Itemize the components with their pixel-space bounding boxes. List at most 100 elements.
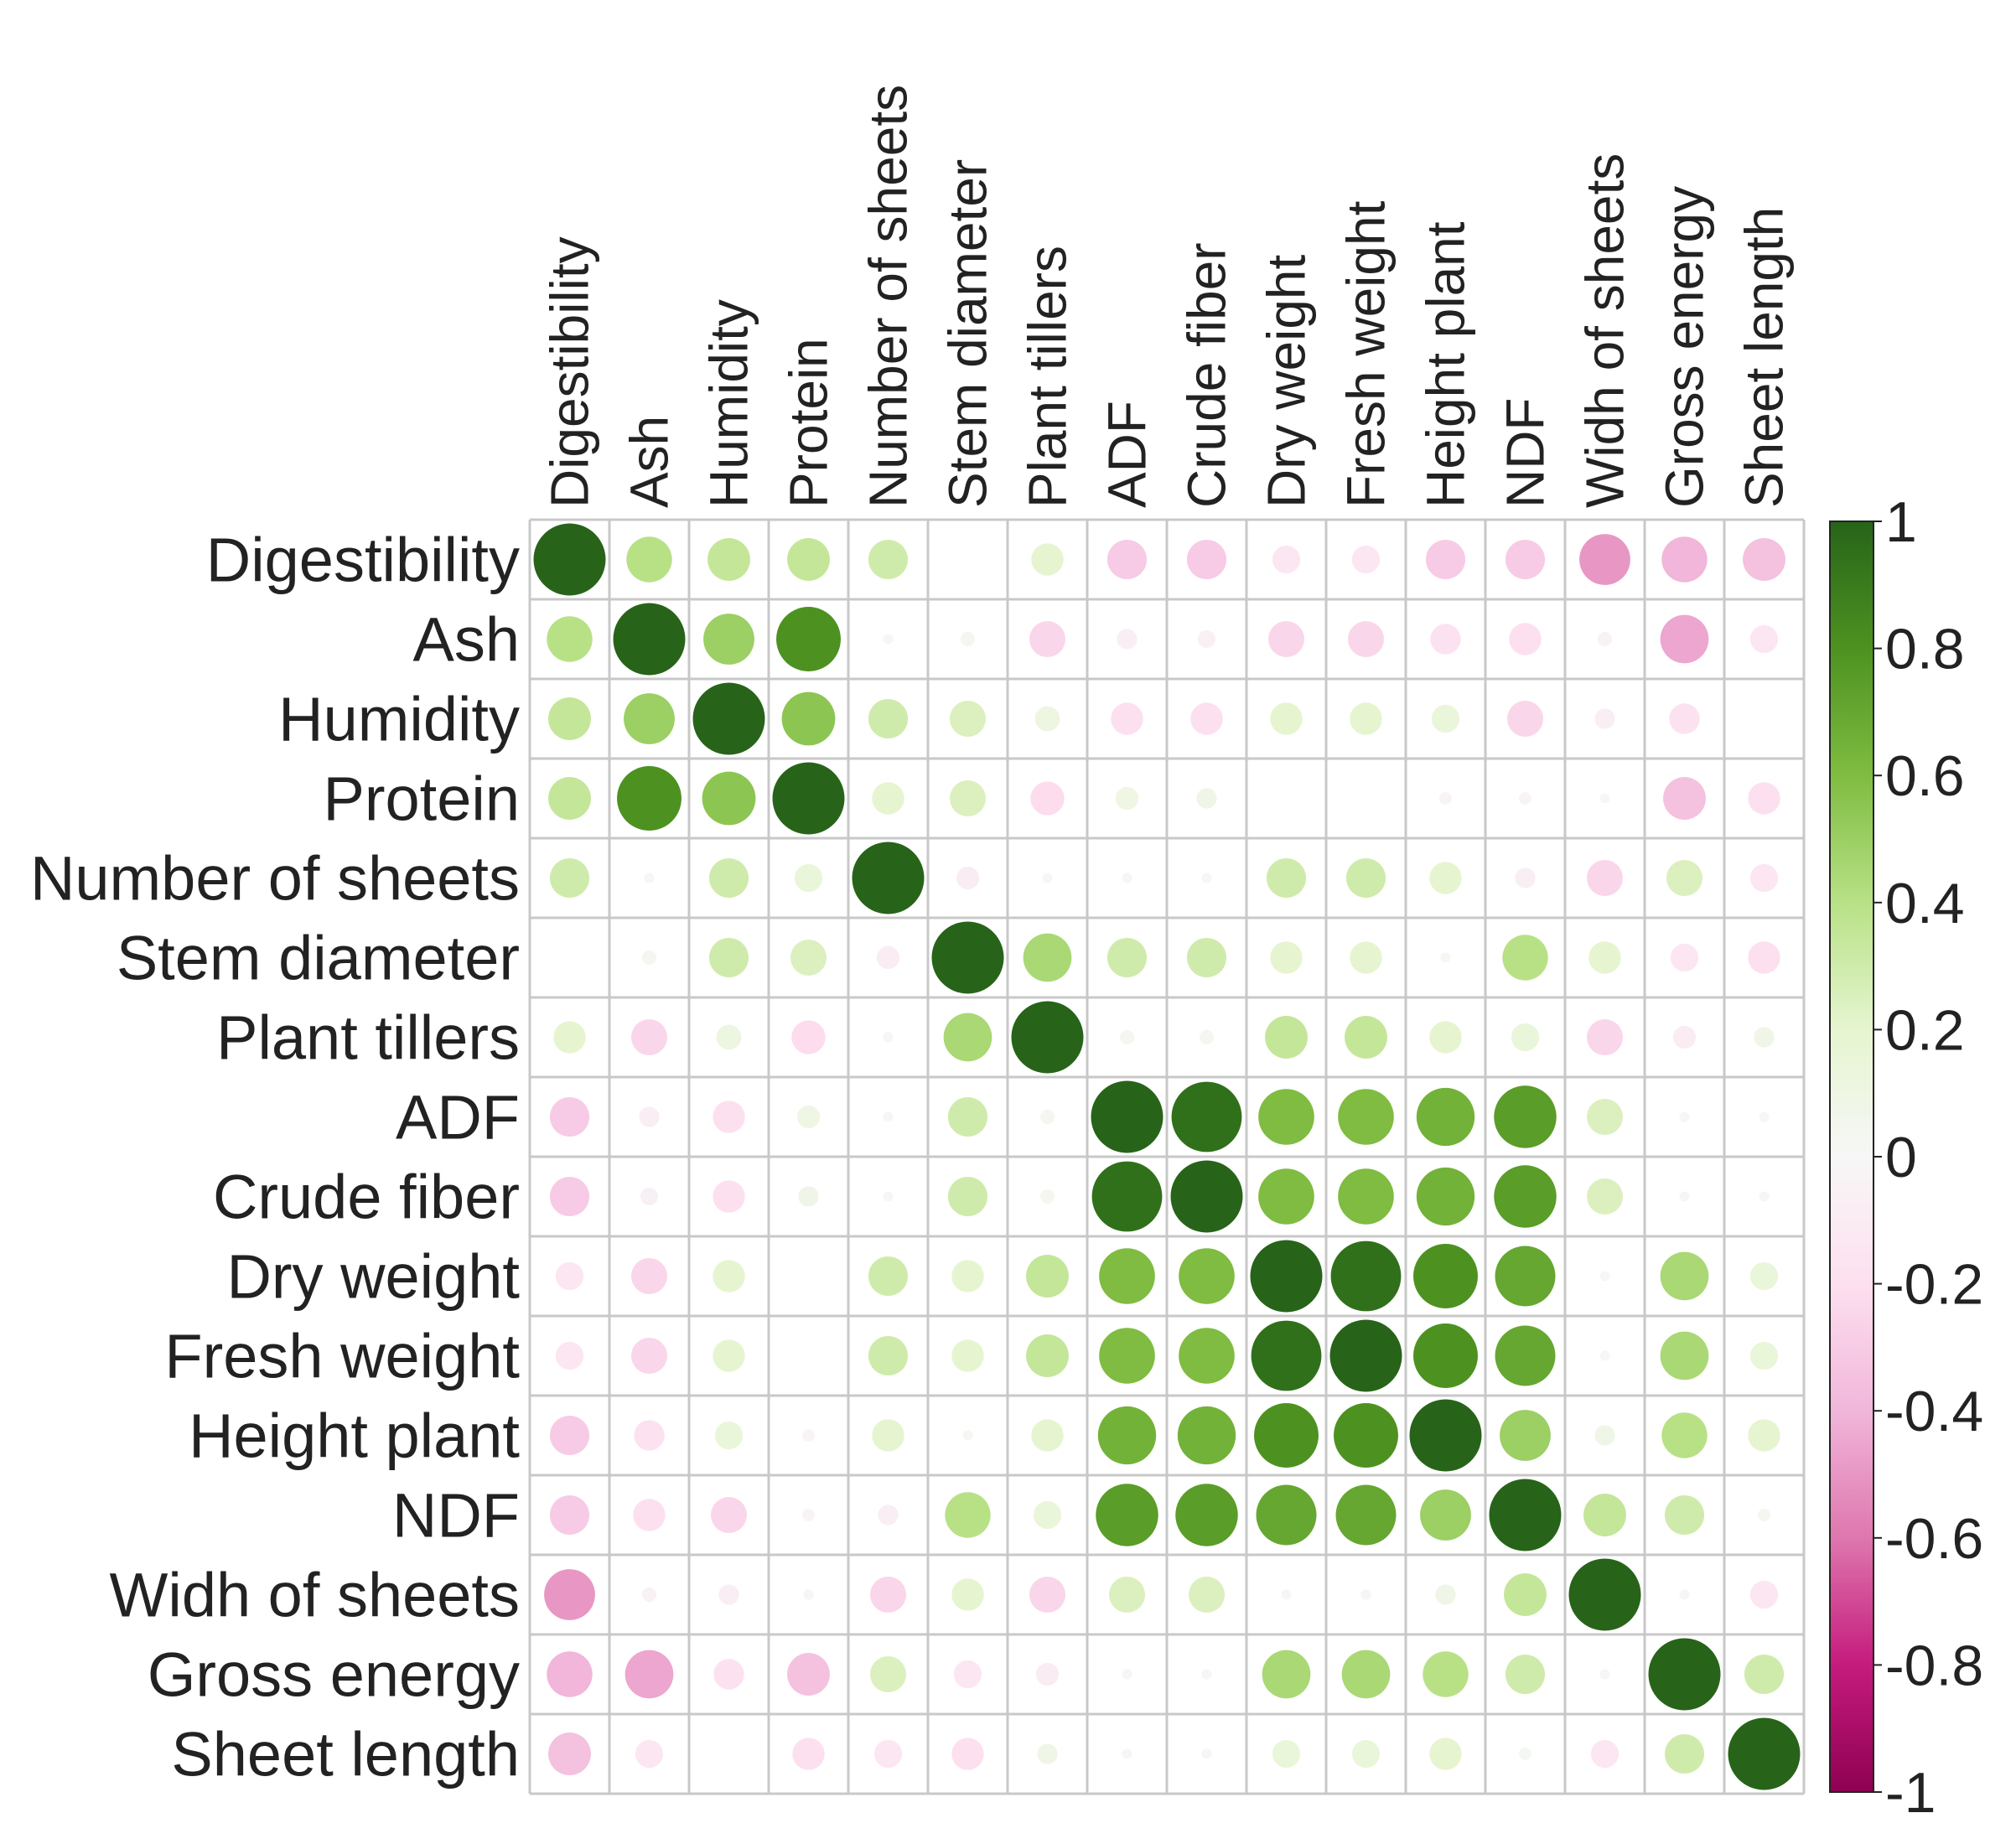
correlation-circle	[1111, 702, 1143, 735]
column-label: Gross energy	[1655, 186, 1715, 508]
correlation-circle	[1579, 534, 1630, 585]
correlation-circle	[1345, 1016, 1387, 1059]
column-label: Sheet length	[1734, 207, 1795, 508]
correlation-circle	[1599, 1669, 1610, 1680]
correlation-circle	[1335, 1484, 1397, 1546]
column-label: Humidity	[699, 299, 759, 508]
correlation-circle	[1338, 1089, 1394, 1145]
correlation-circle	[1115, 786, 1139, 811]
correlation-circle	[1495, 1246, 1556, 1307]
correlation-circle	[1588, 941, 1621, 974]
correlation-circle	[1423, 1651, 1469, 1697]
correlation-circle	[1661, 536, 1708, 583]
correlation-circle	[1670, 943, 1699, 972]
colorbar-tick-label: 0.6	[1885, 744, 1965, 808]
correlation-circle	[1119, 1029, 1135, 1045]
correlation-circle	[791, 1020, 826, 1054]
correlation-circle	[1439, 792, 1452, 805]
correlation-circle	[1091, 1080, 1163, 1153]
correlation-circle	[635, 1739, 664, 1769]
correlation-circle	[803, 1589, 814, 1600]
correlation-circle	[1416, 1087, 1475, 1147]
correlation-circle	[553, 1021, 586, 1054]
correlation-circle	[1265, 1016, 1308, 1059]
correlation-circle	[1754, 1027, 1775, 1048]
correlation-circle	[883, 1111, 894, 1122]
correlation-circle	[1728, 1717, 1801, 1790]
correlation-circle	[1330, 1241, 1402, 1312]
correlation-circle	[1026, 1255, 1069, 1298]
correlation-circle	[1425, 539, 1466, 580]
correlation-circle	[692, 682, 765, 755]
correlation-circle	[1201, 873, 1212, 883]
correlation-circle	[1583, 1494, 1626, 1536]
correlation-circle	[931, 921, 1004, 994]
correlation-circle	[1587, 1019, 1623, 1055]
row-label: Stem diameter	[117, 924, 520, 993]
colorbar-gradient	[1829, 521, 1874, 1793]
correlation-circle	[868, 698, 909, 739]
row-label: Number of sheets	[30, 844, 520, 914]
column-label: NDF	[1495, 397, 1556, 508]
correlation-circle	[883, 1032, 894, 1043]
correlation-circle	[1413, 1323, 1478, 1388]
row-labels: Digestibility Ash Humidity Protein Number o…	[30, 526, 520, 1790]
correlation-circle	[1039, 1109, 1055, 1125]
correlation-circle	[555, 1341, 584, 1370]
correlation-circle	[533, 523, 606, 596]
correlation-circle	[1258, 1089, 1314, 1145]
correlation-circle	[1660, 1251, 1709, 1301]
colorbar-tick-label: 0.4	[1885, 872, 1965, 935]
correlation-circle	[1177, 1406, 1236, 1465]
colorbar-tick-label: 0.2	[1885, 998, 1965, 1062]
correlation-circle	[633, 1499, 666, 1531]
colorbar-tick-label: 0	[1885, 1126, 1917, 1189]
correlation-circle	[1494, 1085, 1557, 1148]
colorbar-tick-label: 0.8	[1885, 618, 1965, 681]
correlation-circle	[1266, 857, 1307, 899]
column-label: Stem diameter	[938, 159, 998, 508]
correlation-circle	[1743, 538, 1785, 581]
correlation-circle	[802, 1429, 815, 1442]
correlation-circle	[1096, 1484, 1158, 1546]
correlation-circle	[1250, 1240, 1323, 1313]
correlation-circle	[787, 1653, 830, 1696]
correlation-circle	[796, 1105, 821, 1129]
correlation-circle	[1413, 1244, 1478, 1308]
correlation-circle	[1099, 1328, 1155, 1384]
correlation-circle	[555, 1261, 584, 1291]
correlation-circle	[1272, 545, 1301, 574]
correlation-circle	[872, 782, 904, 815]
correlation-circle	[1664, 1733, 1705, 1774]
correlation-circle	[1026, 1334, 1069, 1377]
correlation-circle	[1350, 941, 1382, 974]
correlation-circle	[1509, 623, 1542, 655]
correlation-circle	[702, 771, 756, 826]
correlation-circle	[1037, 1743, 1058, 1764]
correlation-circle	[1262, 1650, 1311, 1699]
correlation-circle	[776, 607, 841, 671]
correlation-circle	[1435, 1584, 1456, 1605]
column-label: Widh of sheets	[1575, 153, 1635, 508]
correlation-circle	[947, 1176, 988, 1217]
correlation-circle	[1256, 1484, 1317, 1546]
correlation-circle	[1568, 1558, 1641, 1631]
correlation-circle	[951, 1260, 984, 1292]
correlation-circle	[1179, 1328, 1235, 1384]
correlation-circle	[626, 536, 672, 583]
correlation-circle	[1511, 1023, 1540, 1052]
correlation-circle	[1515, 868, 1536, 888]
correlation-circle	[1351, 545, 1381, 574]
correlation-circle	[883, 634, 894, 645]
correlation-circle	[631, 1338, 667, 1374]
correlation-circle	[547, 1651, 593, 1697]
colorbar: 1 0.8 0.6 0.4 0.2 0 -0.2 -0.4 -0.6 -0.8 -1	[1829, 490, 1983, 1825]
correlation-circle	[1334, 1403, 1398, 1468]
correlation-circle	[1748, 941, 1780, 974]
correlation-circle	[1489, 1479, 1562, 1551]
correlation-circle	[1744, 1654, 1785, 1695]
correlation-circle	[1759, 1111, 1770, 1122]
correlation-circle	[1350, 702, 1382, 735]
correlation-circle	[549, 1096, 590, 1137]
